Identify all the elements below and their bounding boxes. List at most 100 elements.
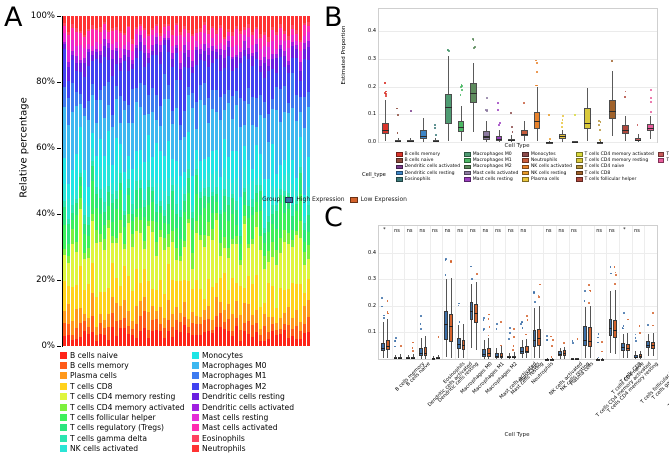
panel-a-bar-segment bbox=[147, 187, 151, 206]
panel-a-bar-segment bbox=[251, 124, 255, 170]
panel-a-bar-segment bbox=[299, 166, 303, 173]
panel-b-median-line bbox=[445, 106, 452, 108]
panel-a-bar-segment bbox=[135, 45, 139, 49]
panel-a-bar-segment bbox=[207, 202, 211, 223]
panel-a-legend-label: T cells follicular helper bbox=[70, 413, 156, 423]
panel-a-bar-segment bbox=[263, 34, 267, 47]
panel-a-sample-bar bbox=[79, 16, 83, 346]
panel-a-bar-segment bbox=[239, 229, 243, 237]
panel-a-bar-segment bbox=[199, 235, 203, 240]
panel-a-bar-segment bbox=[267, 37, 271, 42]
panel-a-bar-segment bbox=[231, 16, 235, 33]
panel-a-bar-segment bbox=[291, 229, 295, 241]
panel-a-bar-segment bbox=[123, 300, 127, 318]
panel-c-significance-label: ns bbox=[431, 228, 438, 234]
panel-a-bar-segment bbox=[127, 311, 131, 327]
panel-c-box bbox=[532, 330, 537, 347]
panel-a-sample-bar bbox=[167, 16, 171, 346]
panel-a-sample-bar bbox=[163, 16, 167, 346]
panel-c-outlier-point bbox=[482, 329, 485, 331]
panel-a-sample-bar bbox=[103, 16, 107, 346]
panel-a-bar-segment bbox=[295, 57, 299, 96]
panel-a-bar-segment bbox=[195, 316, 199, 325]
panel-b-gridline bbox=[379, 142, 657, 143]
panel-a-bar-segment bbox=[211, 229, 215, 241]
panel-a-legend-item: T cells CD4 memory activated bbox=[60, 402, 186, 412]
panel-a-bar-segment bbox=[115, 48, 119, 51]
panel-c-gridline bbox=[644, 226, 646, 359]
panel-a-bar-segment bbox=[151, 231, 155, 289]
panel-a-bar-segment bbox=[291, 29, 295, 36]
panel-a-bar-segment bbox=[175, 213, 179, 229]
panel-b-outlier-point bbox=[486, 109, 489, 111]
panel-a-bar-segment bbox=[79, 265, 83, 308]
legend-swatch-icon bbox=[396, 152, 403, 157]
panel-b-legend-label: Dendritic cells activated bbox=[404, 164, 461, 170]
panel-a-bar-segment bbox=[239, 16, 243, 32]
panel-a-bar-segment bbox=[183, 325, 187, 346]
panel-a-bar-segment bbox=[187, 169, 191, 178]
panel-a-bar-segment bbox=[247, 23, 251, 28]
panel-a-bar-segment bbox=[239, 236, 243, 245]
panel-a-bar-segment bbox=[251, 180, 255, 200]
panel-c-gridline bbox=[454, 226, 456, 359]
panel-c-outlier-point bbox=[420, 315, 422, 317]
panel-a-bar-segment bbox=[207, 33, 211, 43]
panel-a-bar-segment bbox=[83, 313, 87, 322]
panel-a-bar-segment bbox=[219, 96, 223, 121]
panel-a-bar-segment bbox=[211, 320, 215, 330]
panel-a-bar-segment bbox=[107, 192, 111, 206]
panel-a-bar-segment bbox=[255, 193, 259, 202]
panel-a-bar-segment bbox=[103, 319, 107, 328]
panel-c-gridline bbox=[429, 226, 431, 359]
panel-a-bar-segment bbox=[131, 213, 135, 222]
panel-a-bar-segment bbox=[171, 191, 175, 211]
panel-a-bar-segment bbox=[79, 322, 83, 337]
panel-a-bar-segment bbox=[63, 311, 67, 323]
panel-a-bar-segment bbox=[279, 89, 283, 123]
panel-a-bar-segment bbox=[167, 247, 171, 265]
panel-a-bar-segment bbox=[123, 266, 127, 301]
panel-a-bar-segment bbox=[263, 62, 267, 78]
panel-a-bar-segment bbox=[295, 191, 299, 201]
panel-a-sample-bar bbox=[223, 16, 227, 346]
panel-b-outlier-point bbox=[536, 71, 538, 73]
panel-a-bar-segment bbox=[87, 65, 91, 101]
panel-c-grouped-boxplot: C Estimated Proportion 0.10.20.30.4 *nsn… bbox=[322, 200, 669, 446]
panel-a-bar-segment bbox=[223, 272, 227, 310]
panel-a-bar-segment bbox=[147, 33, 151, 37]
panel-a-bar-segment bbox=[87, 236, 91, 248]
panel-a-bar-segment bbox=[167, 24, 171, 26]
panel-a-bar-segment bbox=[235, 54, 239, 58]
panel-a-bar-segment bbox=[299, 136, 303, 149]
panel-a-bar-segment bbox=[83, 330, 87, 346]
panel-a-bar-segment bbox=[195, 280, 199, 317]
panel-a-legend-item: Macrophages M2 bbox=[192, 381, 318, 391]
panel-c-outlier-point bbox=[450, 260, 452, 262]
panel-a-legend-label: Macrophages M1 bbox=[202, 371, 267, 381]
panel-a-bar-segment bbox=[211, 108, 215, 151]
panel-a-bar-segment bbox=[147, 57, 151, 63]
panel-b-outlier-point bbox=[447, 49, 450, 52]
panel-a-bar-segment bbox=[299, 330, 303, 339]
panel-a-bar-segment bbox=[199, 32, 203, 44]
panel-a-bar-segment bbox=[75, 91, 79, 106]
panel-c-outlier-point bbox=[500, 344, 502, 347]
panel-a-legend-item: T cells gamma delta bbox=[60, 433, 186, 443]
panel-b-median-line bbox=[432, 141, 440, 143]
panel-a-bar-segment bbox=[163, 338, 167, 346]
panel-a-bar-segment bbox=[63, 43, 67, 50]
panel-a-bar-segment bbox=[171, 58, 175, 68]
panel-a-bar-segment bbox=[111, 327, 115, 346]
panel-c-gridline bbox=[391, 226, 393, 359]
panel-c-significance-label: ns bbox=[570, 228, 577, 234]
panel-a-bar-segment bbox=[111, 30, 115, 44]
panel-a-bar-segment bbox=[239, 97, 243, 128]
panel-a-bar-segment bbox=[283, 289, 287, 314]
panel-a-bar-segment bbox=[87, 258, 91, 284]
panel-b-legend-label: Macrophages M0 bbox=[472, 152, 512, 157]
panel-a-bar-segment bbox=[291, 215, 295, 230]
panel-a-bar-segment bbox=[115, 209, 119, 238]
panel-c-outlier-point bbox=[588, 284, 590, 286]
panel-a-sample-bar bbox=[215, 16, 219, 346]
